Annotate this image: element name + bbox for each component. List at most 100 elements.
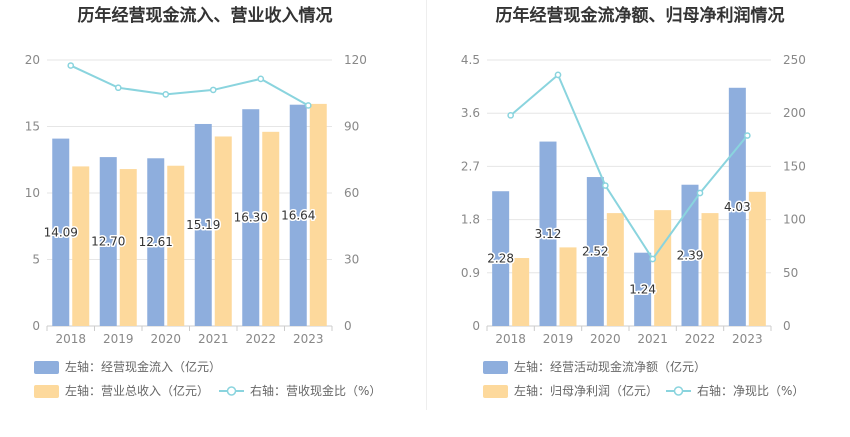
chart2-bar-s2 — [748, 191, 766, 326]
chart2-x-tick-label: 2019 — [543, 332, 574, 346]
chart2-ratio-point — [601, 182, 609, 189]
chart1-bar-s1 — [147, 158, 165, 326]
chart2-ratio-point — [507, 111, 515, 119]
chart1-legend-swatch[interactable] — [34, 385, 59, 398]
chart1-right-tick-label: 30 — [344, 253, 359, 267]
chart1-data-label: 16.64 — [281, 208, 315, 222]
panel-divider — [426, 0, 427, 410]
chart1-bar-s2 — [72, 166, 90, 326]
chart1-legend-line-marker[interactable] — [226, 386, 237, 396]
chart1-ratio-point — [114, 84, 122, 92]
chart1-ratio-line — [70, 64, 309, 107]
chart2-right-tick-label: 150 — [783, 159, 806, 173]
chart1-data-label: 15.19 — [186, 218, 220, 232]
chart1-right-tick-label: 0 — [344, 319, 352, 333]
chart2-bar-s2 — [654, 210, 672, 326]
chart1-data-label: 12.70 — [91, 235, 125, 249]
chart2-bar-s1 — [492, 191, 510, 326]
chart2-data-label: 2.28 — [487, 252, 514, 266]
chart2-x-tick-label: 2023 — [732, 332, 763, 346]
chart1-bar-s1 — [99, 157, 117, 326]
chart2-data-label: 2.39 — [677, 248, 704, 262]
chart2-x-tick-label: 2021 — [637, 332, 668, 346]
chart2-x-tick-label: 2018 — [495, 332, 526, 346]
chart2-ratio-line — [510, 73, 749, 261]
chart2-legend-line-marker[interactable] — [673, 386, 684, 396]
chart1-ratio-point — [304, 102, 312, 109]
chart1-left-tick-label: 5 — [32, 253, 40, 267]
chart2-legend-label[interactable]: 左轴：经营活动现金流净额（亿元） — [514, 359, 706, 374]
chart2-ratio-point — [554, 71, 562, 79]
chart2-bar-s2 — [559, 247, 577, 326]
chart1-legend-label[interactable]: 左轴：经营现金流入（亿元） — [65, 359, 221, 374]
chart1-x-tick-label: 2020 — [150, 332, 181, 346]
chart1-bar-s2 — [119, 169, 137, 326]
chart1-data-label: 16.30 — [234, 211, 268, 225]
chart2-right-tick-label: 100 — [783, 213, 806, 227]
chart2-left-tick-label: 1.8 — [461, 213, 480, 227]
chart2-data-label: 3.12 — [535, 227, 562, 241]
chart1-x-tick-label: 2022 — [245, 332, 276, 346]
chart2-data-label: 1.24 — [629, 282, 656, 296]
chart2-ratio-point — [649, 255, 657, 263]
chart1-left-tick-label: 15 — [25, 120, 40, 134]
chart2-legend-label[interactable]: 左轴：归母净利润（亿元） — [514, 383, 658, 398]
chart1-left-tick-label: 0 — [32, 319, 40, 333]
chart1-bar-s2 — [167, 165, 185, 326]
chart1-ratio-point — [162, 91, 170, 98]
chart2-x-tick-label: 2020 — [590, 332, 621, 346]
chart1-bar-s2 — [262, 131, 280, 326]
chart1-x-tick-label: 2023 — [293, 332, 324, 346]
chart2-data-label: 2.52 — [582, 245, 609, 259]
chart2-title: 历年经营现金流净额、归母净利润情况 — [496, 5, 785, 26]
chart1-bar-s1 — [242, 109, 260, 327]
chart2-ratio-point — [743, 132, 751, 139]
chart1-legend-label[interactable]: 右轴：营收现金比（%） — [250, 383, 381, 398]
chart2-bar-s2 — [701, 213, 719, 326]
chart2-right-tick-label: 0 — [783, 319, 791, 333]
chart1-title: 历年经营现金流入、营业收入情况 — [78, 5, 333, 26]
chart1-x-tick-label: 2018 — [55, 332, 86, 346]
chart1-bar-s2 — [214, 136, 232, 326]
chart1-bar-s1 — [194, 123, 212, 327]
chart2-bar-s1 — [539, 141, 557, 326]
chart2-ratio-point — [696, 189, 704, 197]
chart1-bar-s1 — [52, 138, 70, 326]
chart1-x-tick-label: 2019 — [103, 332, 134, 346]
chart2-bar-s1 — [586, 177, 604, 326]
chart2-bar-s2 — [512, 258, 530, 326]
chart2-left-tick-label: 0 — [472, 319, 480, 333]
chart1-left-tick-label: 10 — [25, 186, 40, 200]
chart2-bar-s1 — [681, 184, 699, 326]
chart2-bar-s2 — [606, 213, 624, 326]
chart2-right-tick-label: 200 — [783, 106, 806, 120]
chart2-right-tick-label: 250 — [783, 53, 806, 67]
chart1-data-label: 14.09 — [44, 225, 78, 239]
chart1-right-tick-label: 90 — [344, 120, 359, 134]
chart2-x-tick-label: 2022 — [685, 332, 716, 346]
chart2-legend-label[interactable]: 右轴：净现比（%） — [697, 383, 804, 398]
chart1-legend-label[interactable]: 左轴：营业总收入（亿元） — [65, 383, 209, 398]
chart2-bar-s1 — [728, 87, 746, 326]
chart2-legend-swatch[interactable] — [483, 385, 508, 398]
chart2-left-tick-label: 0.9 — [461, 266, 480, 280]
chart1-ratio-point — [257, 75, 265, 83]
chart1-right-tick-label: 120 — [344, 53, 367, 67]
chart1-right-tick-label: 60 — [344, 186, 359, 200]
chart2-legend-swatch[interactable] — [483, 361, 508, 374]
chart2-data-label: 4.03 — [724, 200, 751, 214]
chart1-data-label: 12.61 — [139, 235, 173, 249]
chart1-ratio-point — [67, 62, 75, 69]
chart1-bar-s2 — [309, 103, 327, 326]
chart2-bar-s1 — [634, 252, 652, 326]
chart2-left-tick-label: 2.7 — [461, 159, 480, 173]
chart2-right-tick-label: 50 — [783, 266, 798, 280]
chart1-legend-swatch[interactable] — [34, 361, 59, 374]
chart1-bar-s1 — [289, 104, 307, 326]
chart1-x-tick-label: 2021 — [198, 332, 229, 346]
chart1-ratio-point — [209, 86, 217, 94]
chart1-left-tick-label: 20 — [25, 53, 40, 67]
chart2-left-tick-label: 4.5 — [461, 53, 480, 67]
